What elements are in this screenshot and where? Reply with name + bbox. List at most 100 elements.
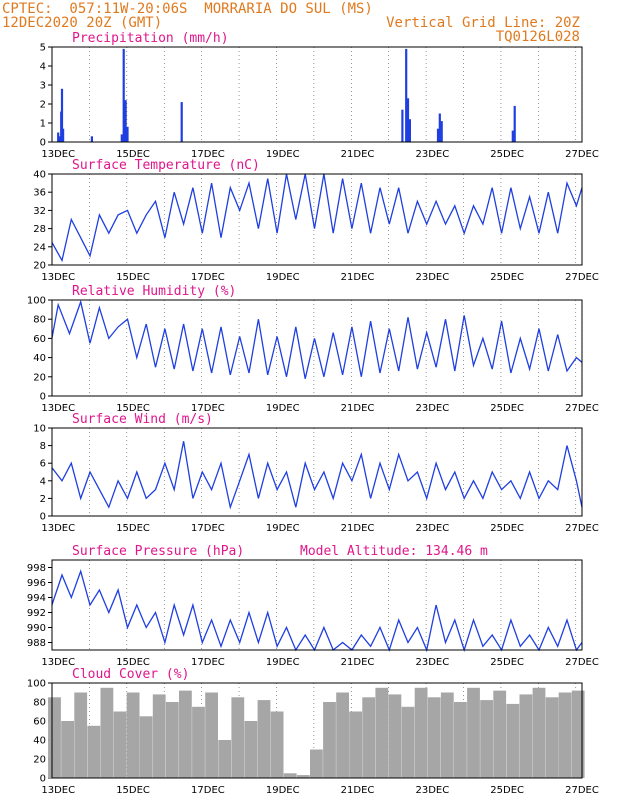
x-tick-label: 23DEC <box>415 403 449 414</box>
y-tick-label: 32 <box>33 206 46 217</box>
series-bar <box>375 687 389 779</box>
series-bar <box>506 703 520 778</box>
panel-0: Precipitation (mm/h) 0 1 2 3 4 5 13DEC 15DEC 17DE… <box>40 31 599 160</box>
y-tick-label: 80 <box>33 315 46 326</box>
header-grid-line: Vertical Grid Line: 20Z <box>386 15 580 31</box>
panel-frame <box>51 173 583 266</box>
y-tick-label: 100 <box>27 296 46 307</box>
y-tick-label: 40 <box>33 170 46 181</box>
y-tick-label: 0 <box>40 774 46 785</box>
x-tick-label: 17DEC <box>191 149 225 160</box>
panel-title: Surface Pressure (hPa) <box>72 544 244 559</box>
x-tick-label: 25DEC <box>490 403 524 414</box>
series-bar <box>60 88 64 142</box>
series-bar <box>545 697 559 779</box>
x-tick-label: 27DEC <box>565 523 599 534</box>
series-bar <box>126 126 129 142</box>
y-tick-label: 0 <box>40 392 46 403</box>
x-tick-label: 21DEC <box>341 272 375 283</box>
x-tick-label: 21DEC <box>341 785 375 796</box>
series-bar <box>513 105 516 142</box>
series-bar <box>283 773 297 779</box>
series-line <box>51 173 583 263</box>
y-tick-label: 20 <box>33 755 46 766</box>
y-tick-label: 990 <box>27 623 46 634</box>
series-bar <box>62 128 65 142</box>
x-tick-label: 13DEC <box>41 149 75 160</box>
panel-2: Relative Humidity (%) 0 20 40 60 80 100 13DEC 15… <box>27 284 599 414</box>
x-tick-label: 19DEC <box>266 657 300 668</box>
series-bar <box>438 113 441 142</box>
series-bar <box>180 102 183 142</box>
series-bar <box>126 692 140 778</box>
y-tick-label: 2 <box>40 494 46 505</box>
panel-title: Precipitation (mm/h) <box>72 31 229 46</box>
x-tick-label: 27DEC <box>565 149 599 160</box>
series-bar <box>122 48 125 142</box>
panel-3: Surface Wind (m/s) 0 2 4 6 8 10 13DEC 15DEC 17DEC… <box>33 412 599 534</box>
series-bar <box>414 687 428 779</box>
series-bar <box>467 687 480 779</box>
y-tick-label: 60 <box>33 334 46 345</box>
series-bar <box>90 136 93 142</box>
series-bar <box>310 749 323 778</box>
x-tick-label: 17DEC <box>191 523 225 534</box>
panel-title: Surface Wind (m/s) <box>72 412 213 427</box>
series-bar <box>571 690 585 778</box>
series-bar <box>270 711 284 778</box>
series-bar <box>519 694 533 778</box>
series-bar <box>87 725 101 779</box>
y-tick-label: 100 <box>27 679 46 690</box>
y-tick-label: 80 <box>33 698 46 709</box>
series-bar <box>192 706 205 779</box>
y-tick-label: 28 <box>33 224 46 235</box>
series-bar <box>139 716 153 779</box>
series-bar <box>113 711 127 778</box>
header-line1: CPTEC: 057:11W-20:06S MORRARIA DO SUL (M… <box>2 1 373 17</box>
x-tick-label: 17DEC <box>191 657 225 668</box>
y-tick-label: 992 <box>27 608 46 619</box>
x-tick-label: 23DEC <box>415 149 449 160</box>
series-bar <box>61 721 74 778</box>
series-bar <box>244 721 258 778</box>
series-bar <box>57 132 60 142</box>
y-tick-label: 0 <box>40 138 46 149</box>
x-tick-label: 21DEC <box>341 657 375 668</box>
x-tick-label: 19DEC <box>266 785 300 796</box>
series-bar <box>74 692 88 778</box>
y-tick-label: 0 <box>40 512 46 523</box>
y-tick-label: 5 <box>40 43 46 54</box>
x-tick-label: 19DEC <box>266 272 300 283</box>
x-tick-label: 27DEC <box>565 657 599 668</box>
series-bar <box>388 694 402 778</box>
series-bar <box>218 740 232 778</box>
panel-frame <box>51 559 583 651</box>
x-tick-label: 27DEC <box>565 272 599 283</box>
y-tick-label: 2 <box>40 100 46 111</box>
x-tick-label: 21DEC <box>341 523 375 534</box>
x-tick-label: 25DEC <box>490 657 524 668</box>
y-tick-label: 20 <box>33 372 46 383</box>
y-tick-label: 8 <box>40 441 46 452</box>
series-bar <box>362 697 376 779</box>
x-tick-label: 15DEC <box>116 149 150 160</box>
x-tick-label: 25DEC <box>490 149 524 160</box>
x-tick-label: 25DEC <box>490 523 524 534</box>
series-bar <box>440 692 454 778</box>
x-tick-label: 15DEC <box>116 272 150 283</box>
series-bar <box>511 130 514 142</box>
y-tick-label: 998 <box>27 563 46 574</box>
x-tick-label: 25DEC <box>490 785 524 796</box>
panel-frame <box>51 299 583 397</box>
y-tick-label: 36 <box>33 188 46 199</box>
series-bar <box>58 136 61 142</box>
y-tick-label: 3 <box>40 81 46 92</box>
x-tick-label: 25DEC <box>490 272 524 283</box>
series-bar <box>120 134 123 142</box>
x-tick-label: 13DEC <box>41 403 75 414</box>
series-bar <box>401 706 415 779</box>
x-tick-label: 27DEC <box>565 403 599 414</box>
series-bar <box>454 702 467 778</box>
x-tick-label: 21DEC <box>341 403 375 414</box>
